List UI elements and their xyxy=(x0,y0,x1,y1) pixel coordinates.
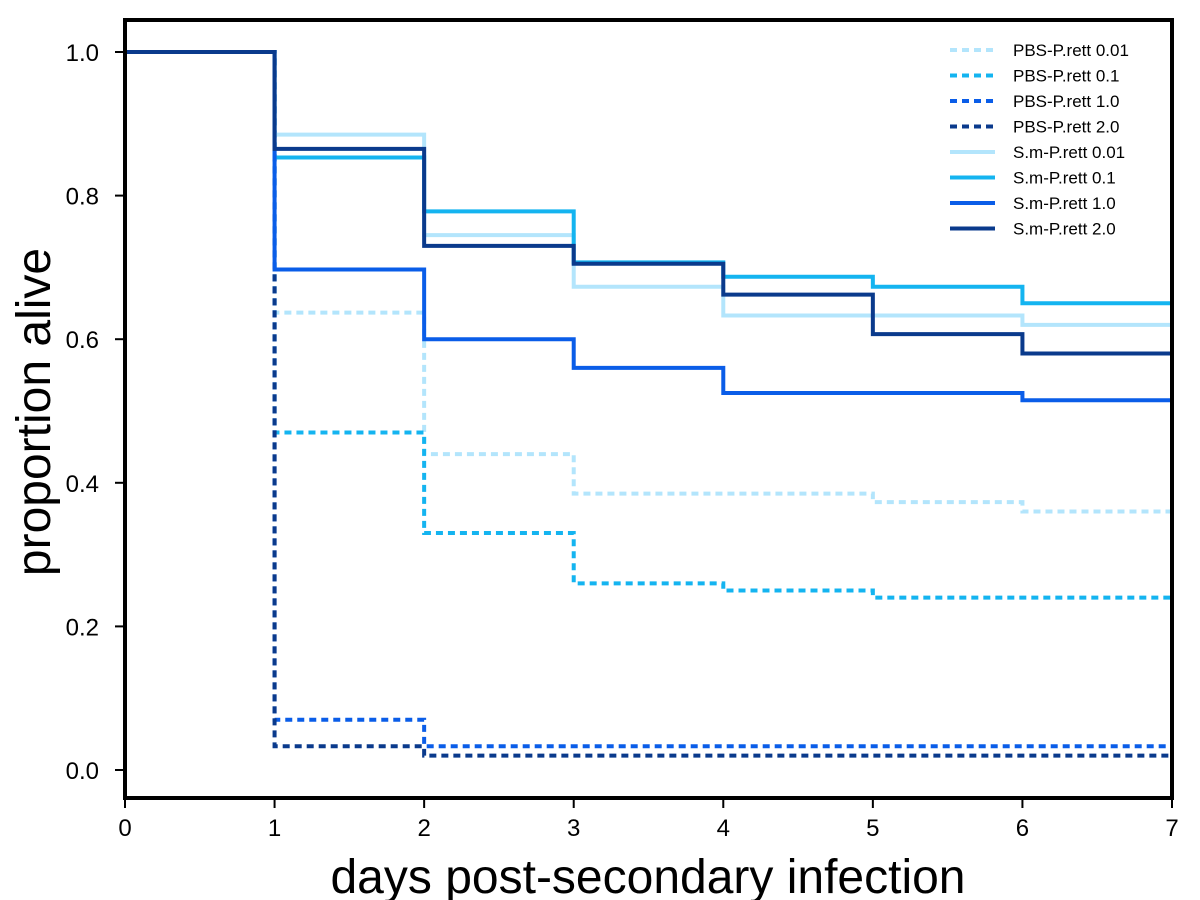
y-tick-label: 1.0 xyxy=(66,40,99,67)
x-tick-label: 0 xyxy=(118,815,131,842)
x-tick-label: 6 xyxy=(1016,815,1029,842)
legend-label: S.m-P.rett 0.1 xyxy=(1013,169,1116,188)
legend-label: S.m-P.rett 2.0 xyxy=(1013,220,1116,239)
legend-label: PBS-P.rett 2.0 xyxy=(1013,118,1119,137)
y-axis: 0.0 0.2 0.4 0.6 0.8 1.0 xyxy=(66,40,125,785)
plot-frame xyxy=(123,18,1174,800)
x-axis-title: days post-secondary infection xyxy=(330,851,965,900)
y-axis-title: proportion alive xyxy=(8,248,61,576)
x-tick-label: 7 xyxy=(1165,815,1178,842)
y-tick-label: 0.6 xyxy=(66,327,99,354)
series-line-3 xyxy=(125,50,1172,758)
legend-label: PBS-P.rett 0.01 xyxy=(1013,41,1129,60)
legend: PBS-P.rett 0.01 PBS-P.rett 0.1 PBS-P.rett … xyxy=(950,41,1129,239)
y-tick-label: 0.4 xyxy=(66,471,99,498)
series-line-7 xyxy=(125,50,1172,356)
x-tick-label: 3 xyxy=(567,815,580,842)
series-group xyxy=(125,50,1172,758)
y-tick-label: 0.8 xyxy=(66,184,99,211)
legend-label: S.m-P.rett 1.0 xyxy=(1013,194,1116,213)
y-tick-label: 0.0 xyxy=(66,758,99,785)
x-tick-label: 2 xyxy=(417,815,430,842)
legend-label: S.m-P.rett 0.01 xyxy=(1013,143,1125,162)
legend-label: PBS-P.rett 0.1 xyxy=(1013,67,1119,86)
series-line-6 xyxy=(125,50,1172,403)
x-tick-label: 1 xyxy=(268,815,281,842)
x-tick-label: 4 xyxy=(717,815,730,842)
x-axis: 0 1 2 3 4 5 6 7 xyxy=(118,798,1179,842)
x-tick-label: 5 xyxy=(866,815,879,842)
y-tick-label: 0.2 xyxy=(66,614,99,641)
legend-label: PBS-P.rett 1.0 xyxy=(1013,92,1119,111)
